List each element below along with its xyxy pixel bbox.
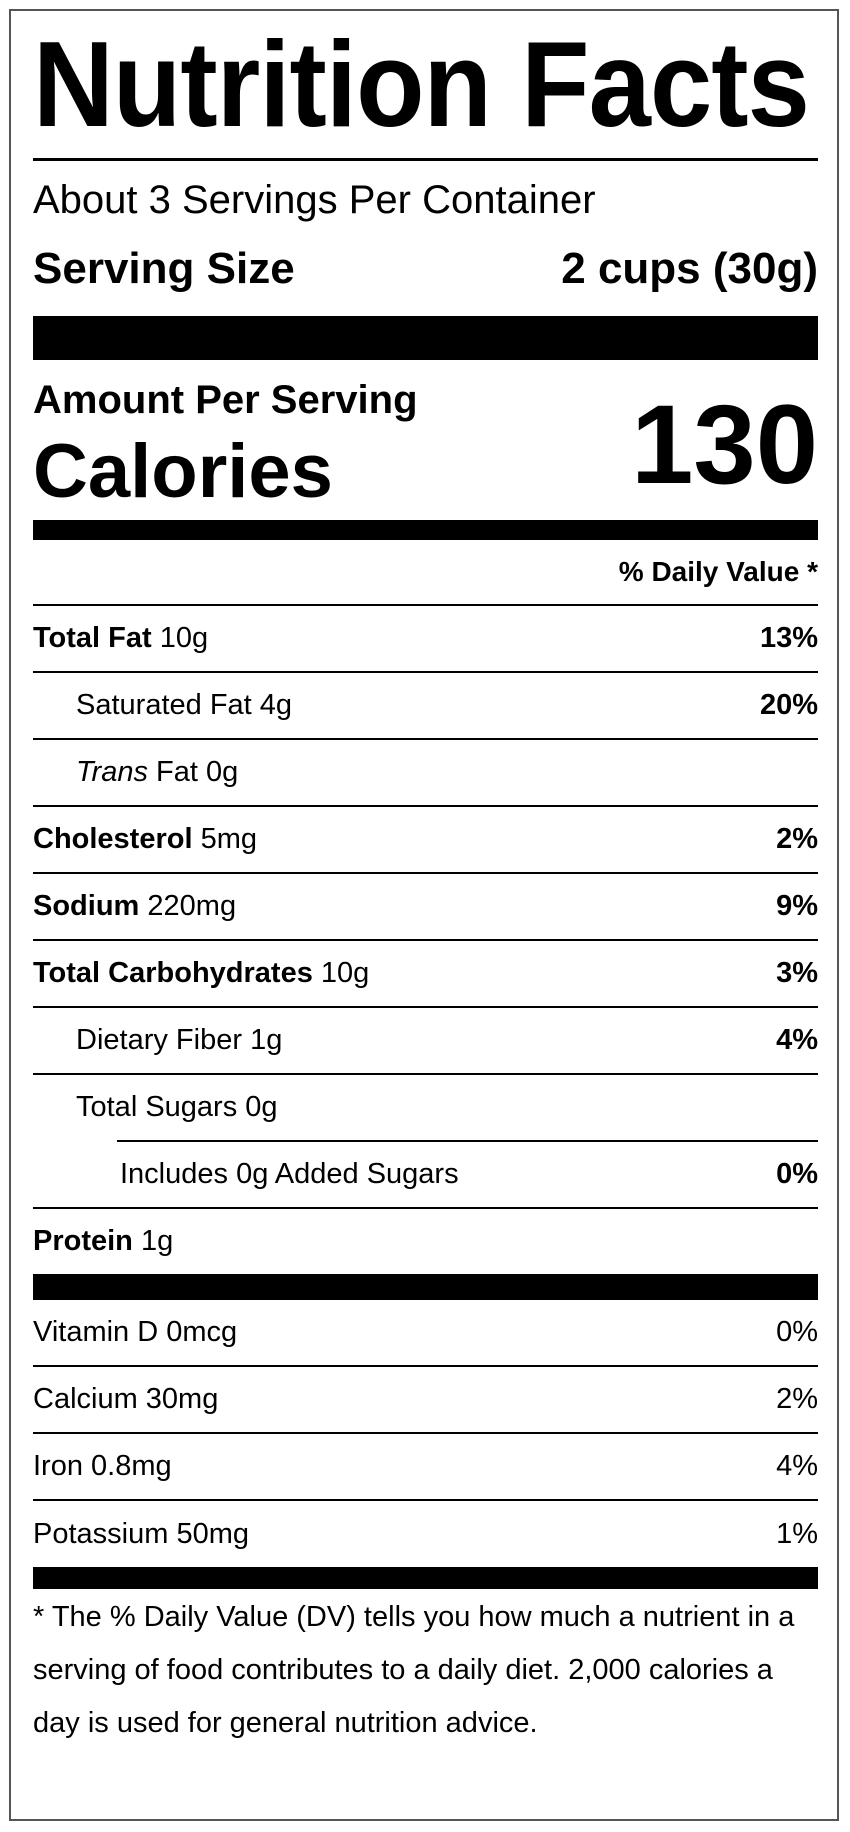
vitamin-name: Iron 0.8mg: [33, 1450, 172, 1482]
amount-per-serving: Amount Per Serving: [33, 378, 418, 422]
nutrient-row-total-sugars: Total Sugars 0g: [33, 1075, 818, 1140]
nutrient-dv: 2%: [776, 823, 818, 855]
vitamin-row-potassium: Potassium 50mg 1%: [33, 1501, 818, 1567]
nutrient-name: Dietary Fiber: [76, 1024, 242, 1056]
serving-size-label: Serving Size: [33, 243, 295, 293]
vitamin-dv: 1%: [776, 1517, 818, 1550]
calories-label: Calories: [33, 429, 333, 514]
nutrient-dv: 20%: [759, 689, 818, 721]
nutrient-dv: 13%: [759, 622, 818, 654]
calories-block: Amount Per Serving Calories 130: [33, 360, 818, 520]
nutrient-row-total-carbohydrates: Total Carbohydrates 10g 3%: [33, 941, 818, 1008]
vitamin-dv: 2%: [776, 1383, 818, 1415]
nutrient-amount: 5mg: [200, 823, 258, 855]
nutrient-row-added-sugars: Includes 0g Added Sugars 0%: [33, 1142, 818, 1209]
nutrient-amount: 10g: [320, 957, 370, 989]
vitamin-name: Potassium 50mg: [33, 1517, 249, 1550]
medium-divider: [33, 520, 818, 540]
vitamin-name: Calcium 30mg: [33, 1383, 219, 1415]
label-title: Nutrition Facts: [33, 11, 818, 158]
nutrient-row-total-fat: Total Fat 10g 13%: [33, 606, 818, 673]
nutrient-name: Saturated Fat: [76, 689, 252, 721]
nutrient-row-protein: Protein 1g: [33, 1209, 818, 1274]
nutrient-row-sodium: Sodium 220mg 9%: [33, 874, 818, 941]
nutrient-amount: 0g: [245, 1091, 278, 1123]
nutrient-dv: 0%: [776, 1158, 818, 1190]
nutrient-name: Cholesterol: [33, 823, 193, 855]
nutrient-amount: 1g: [250, 1024, 283, 1056]
thick-divider: [33, 1274, 818, 1300]
nutrient-dv: 9%: [776, 890, 818, 922]
nutrient-dv: 3%: [776, 957, 818, 989]
nutrient-row-trans-fat: Trans Fat 0g: [33, 740, 818, 807]
nutrient-amount: 220mg: [147, 890, 237, 922]
serving-size-value: 2 cups (30g): [561, 243, 818, 293]
nutrient-name: Total Carbohydrates: [33, 957, 313, 989]
nutrient-amount: 1g: [140, 1225, 174, 1257]
vitamin-row-vitamin-d: Vitamin D 0mcg 0%: [33, 1300, 818, 1367]
calories-value: 130: [631, 382, 818, 507]
label-content: Nutrition Facts About 3 Servings Per Con…: [33, 11, 818, 1750]
serving-size-row: Serving Size 2 cups (30g): [33, 231, 818, 306]
daily-value-header: % Daily Value *: [33, 540, 818, 606]
vitamin-row-calcium: Calcium 30mg 2%: [33, 1367, 818, 1434]
title-text: Nutrition Facts: [33, 16, 810, 152]
thick-divider: [33, 1567, 818, 1589]
divider: [33, 158, 818, 161]
servings-per-container: About 3 Servings Per Container: [33, 178, 596, 222]
nutrient-name: Fat: [156, 756, 198, 788]
nutrient-name: Protein: [33, 1225, 133, 1257]
nutrient-name: Includes 0g Added Sugars: [120, 1158, 459, 1190]
thick-divider: [33, 316, 818, 360]
nutrition-facts-label: Nutrition Facts About 3 Servings Per Con…: [9, 9, 839, 1821]
vitamin-dv: 4%: [776, 1450, 818, 1482]
nutrient-name: Total Fat: [33, 622, 152, 654]
footnote: * The % Daily Value (DV) tells you how m…: [33, 1601, 795, 1739]
nutrient-row-cholesterol: Cholesterol 5mg 2%: [33, 807, 818, 874]
nutrient-row-dietary-fiber: Dietary Fiber 1g 4%: [33, 1008, 818, 1075]
vitamin-name: Vitamin D 0mcg: [33, 1316, 238, 1348]
nutrient-row-saturated-fat: Saturated Fat 4g 20%: [33, 673, 818, 740]
nutrient-amount: 10g: [159, 622, 209, 654]
nutrient-dv: 4%: [776, 1024, 818, 1056]
nutrient-amount: 0g: [206, 756, 239, 788]
vitamin-row-iron: Iron 0.8mg 4%: [33, 1434, 818, 1501]
indented-divider: [117, 1140, 818, 1142]
nutrient-name-italic: Trans: [76, 756, 148, 788]
nutrient-name: Sodium: [33, 890, 140, 922]
nutrient-name: Total Sugars: [76, 1091, 238, 1123]
vitamin-dv: 0%: [776, 1316, 818, 1348]
nutrient-amount: 4g: [259, 689, 293, 721]
